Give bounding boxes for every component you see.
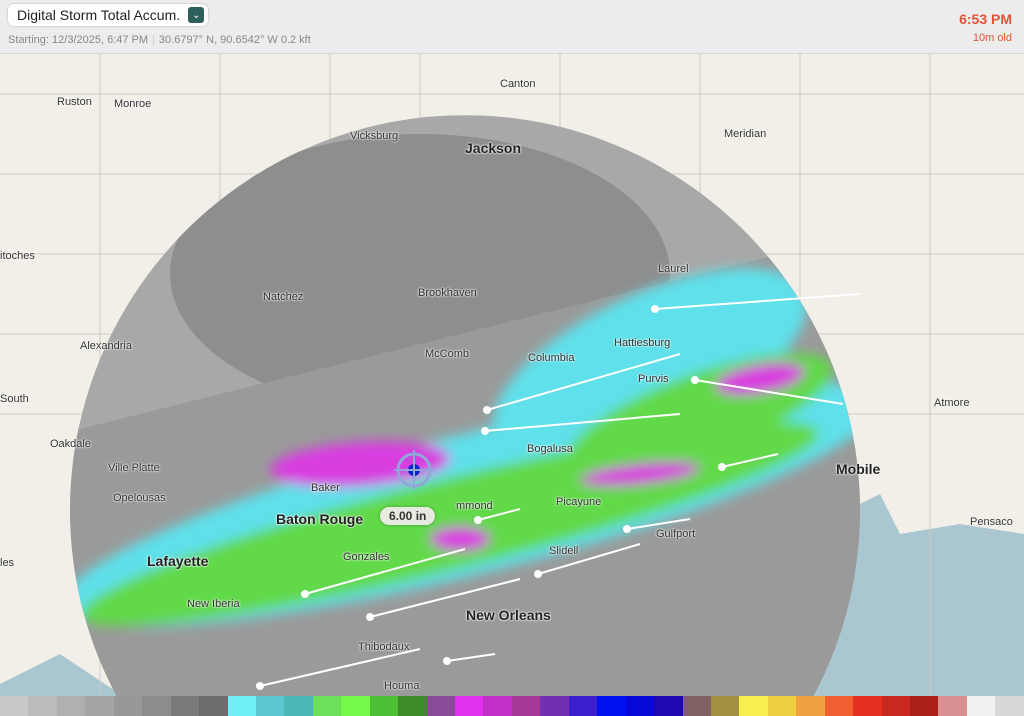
color-scale-swatch	[227, 696, 256, 716]
product-selector[interactable]: Digital Storm Total Accum. ⌄	[8, 4, 209, 26]
color-scale-swatch	[540, 696, 569, 716]
color-scale-swatch	[710, 696, 740, 716]
city-label: Houma	[384, 680, 420, 692]
city-label: Laurel	[658, 263, 689, 275]
city-label: Baker	[311, 482, 340, 494]
color-scale-swatch	[796, 696, 825, 716]
city-label: Natchez	[263, 291, 304, 303]
city-label: New Iberia	[187, 598, 240, 610]
city-label: les	[0, 557, 15, 569]
color-scale-swatch	[284, 696, 313, 716]
product-label: Digital Storm Total Accum.	[17, 7, 181, 23]
city-label: Canton	[500, 78, 536, 90]
color-scale-swatch	[85, 696, 114, 716]
city-label: mmond	[456, 500, 493, 512]
city-label: Purvis	[638, 373, 669, 385]
color-scale-swatch	[995, 696, 1024, 716]
location-readout: 30.6797° N, 90.6542° W 0.2 kft	[158, 34, 311, 46]
scan-info: Starting: 12/3/2025, 6:47 PM | 30.6797° N,…	[8, 34, 311, 46]
city-label: Columbia	[528, 352, 575, 364]
city-label: Hattiesburg	[614, 337, 671, 349]
city-label: Meridian	[724, 128, 767, 140]
city-label: Alexandria	[80, 340, 132, 352]
color-scale-swatch	[597, 696, 626, 716]
city-label: Gonzales	[343, 551, 390, 563]
color-scale-swatch	[56, 696, 86, 716]
color-scale-swatch	[28, 696, 57, 716]
color-scale-swatch	[199, 696, 228, 716]
city-label: Ruston	[57, 96, 92, 108]
crosshair-icon[interactable]	[394, 450, 434, 490]
city-label: New Orleans	[466, 607, 551, 623]
radar-map[interactable]	[0, 54, 1024, 696]
color-scale-swatch	[0, 696, 29, 716]
city-label: South	[0, 393, 29, 405]
color-scale-swatch	[426, 696, 455, 716]
city-label: Mobile	[836, 461, 881, 477]
city-label: McComb	[425, 348, 470, 360]
city-label: Oakdale	[50, 438, 91, 450]
color-scale-legend	[0, 696, 1024, 716]
city-label: Gulfport	[656, 528, 696, 540]
city-label: Atmore	[934, 397, 970, 409]
city-label: Picayune	[556, 496, 602, 508]
color-scale-swatch	[654, 696, 683, 716]
header-bar: Digital Storm Total Accum. ⌄ Starting: 1…	[0, 0, 1024, 54]
color-scale-swatch	[938, 696, 967, 716]
color-scale-swatch	[142, 696, 171, 716]
color-scale-swatch	[682, 696, 711, 716]
city-label: Brookhaven	[418, 287, 477, 299]
color-scale-swatch	[910, 696, 939, 716]
city-label: Slidell	[549, 545, 579, 557]
separator: |	[152, 34, 155, 46]
city-label: Ville Platte	[108, 462, 160, 474]
city-label: Thibodaux	[358, 641, 410, 653]
city-label: itoches	[0, 250, 35, 262]
city-label: Bogalusa	[527, 443, 573, 455]
color-scale-swatch	[853, 696, 882, 716]
color-scale-swatch	[568, 696, 598, 716]
color-scale-swatch	[966, 696, 996, 716]
city-label: Baton Rouge	[276, 511, 364, 527]
city-label: Monroe	[114, 98, 152, 110]
color-scale-swatch	[483, 696, 512, 716]
color-scale-swatch	[824, 696, 854, 716]
color-scale-swatch	[255, 696, 285, 716]
color-scale-swatch	[341, 696, 370, 716]
radar-coverage	[70, 115, 861, 696]
color-scale-swatch	[455, 696, 484, 716]
color-scale-swatch	[739, 696, 768, 716]
color-scale-swatch	[767, 696, 797, 716]
color-scale-swatch	[369, 696, 399, 716]
city-label: Vicksburg	[350, 130, 399, 142]
city-label: Opelousas	[113, 492, 166, 504]
scan-time: 6:53 PM	[959, 11, 1012, 27]
starting-time: Starting: 12/3/2025, 6:47 PM	[8, 34, 149, 46]
color-scale-swatch	[398, 696, 427, 716]
color-scale-swatch	[511, 696, 541, 716]
scan-age: 10m old	[972, 32, 1012, 44]
city-label: Pensaco	[970, 516, 1013, 528]
storm-tracks	[256, 293, 861, 690]
cursor-value-bubble: 6.00 in	[380, 507, 436, 525]
city-label: Lafayette	[147, 553, 209, 569]
color-scale-swatch	[625, 696, 655, 716]
color-scale-swatch	[312, 696, 342, 716]
color-scale-swatch	[881, 696, 910, 716]
city-label: Jackson	[465, 140, 522, 156]
color-scale-swatch	[113, 696, 143, 716]
chevron-down-icon[interactable]: ⌄	[188, 7, 205, 23]
color-scale-swatch	[170, 696, 200, 716]
